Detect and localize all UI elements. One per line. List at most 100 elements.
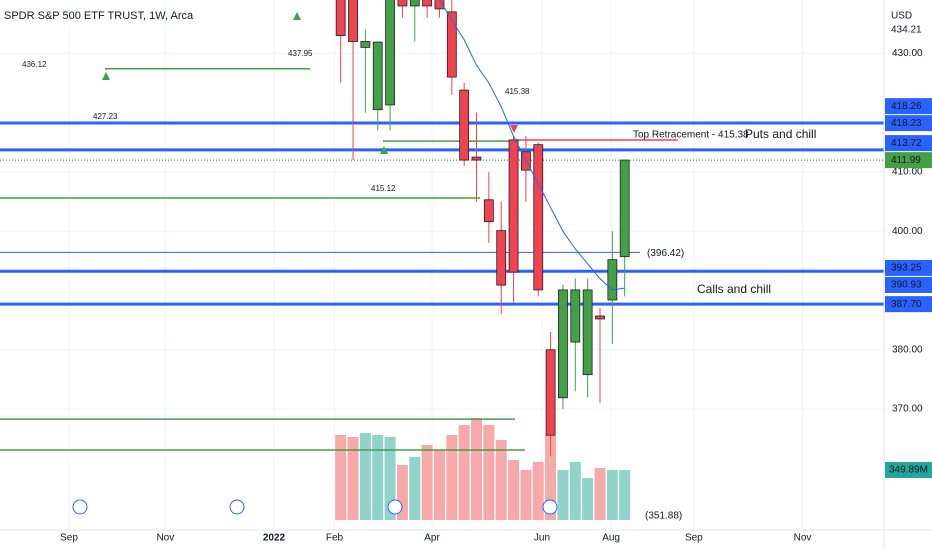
volume-bar bbox=[433, 450, 445, 520]
badge bbox=[72, 499, 88, 515]
volume-bar bbox=[347, 437, 359, 520]
badge bbox=[387, 499, 403, 515]
volume-bar bbox=[359, 433, 371, 520]
currency: USD bbox=[891, 11, 912, 22]
y-tick-label: 410.00 bbox=[892, 167, 923, 178]
volume-bar bbox=[396, 465, 408, 520]
candle-body bbox=[385, 0, 395, 106]
level-label: (396.42) bbox=[647, 248, 684, 259]
price-label-bg bbox=[885, 276, 932, 293]
annotation: 436.12 bbox=[22, 60, 47, 69]
price-label: 411.99 bbox=[891, 155, 921, 166]
price-label: 413.72 bbox=[891, 138, 922, 149]
volume-bar bbox=[520, 470, 532, 520]
candle-body bbox=[335, 0, 346, 36]
x-tick-label: Sep bbox=[685, 533, 703, 544]
x-tick-label: Jun bbox=[534, 533, 550, 544]
annotation: Puts and chill bbox=[745, 127, 816, 141]
x-tick-label: Apr bbox=[424, 533, 440, 544]
price-label-bg bbox=[885, 152, 932, 169]
x-tick-label: 2022 bbox=[263, 533, 286, 544]
dividend-badges bbox=[72, 499, 558, 515]
candle-body bbox=[348, 0, 358, 42]
volume-bar bbox=[557, 470, 569, 520]
price-label-bg bbox=[885, 135, 932, 152]
annotation: 437.95 bbox=[288, 49, 313, 58]
candle-body bbox=[483, 199, 494, 223]
y-tick-label: 380.00 bbox=[892, 344, 923, 355]
volume-bar bbox=[545, 435, 557, 520]
volume-bar bbox=[594, 468, 606, 520]
price-label-bg bbox=[885, 98, 932, 115]
price-label: 418.26 bbox=[891, 101, 922, 112]
candle-body bbox=[360, 41, 371, 48]
volume-bar bbox=[483, 425, 495, 520]
volume-bar bbox=[458, 425, 470, 520]
header-title: SPDR S&P 500 ETF TRUST, 1W, Arca bbox=[4, 10, 194, 22]
candle-body bbox=[446, 11, 457, 78]
volume-bar bbox=[619, 470, 631, 520]
price-label: 387.70 bbox=[891, 299, 922, 310]
x-tick-label: Nov bbox=[156, 533, 174, 544]
candle-body bbox=[595, 315, 605, 320]
volume-bar bbox=[471, 418, 483, 520]
price-label-bg bbox=[885, 296, 932, 313]
price-label-bg bbox=[885, 115, 932, 132]
yellow-label: 434.21 bbox=[891, 25, 922, 36]
candle-body bbox=[508, 139, 519, 273]
volume-bar bbox=[372, 435, 384, 520]
x-tick-label: Feb bbox=[326, 533, 344, 544]
candle-body bbox=[496, 230, 507, 286]
x-tick-label: Sep bbox=[60, 533, 78, 544]
candle-body bbox=[459, 89, 470, 161]
volume-bar bbox=[335, 435, 347, 520]
volume-bar bbox=[532, 462, 544, 520]
volume-bar bbox=[569, 462, 581, 520]
y-tick-label: 370.00 bbox=[892, 404, 923, 415]
annotation: 427.23 bbox=[93, 112, 118, 121]
y-tick-label: 430.00 bbox=[892, 48, 923, 59]
badge bbox=[542, 499, 558, 515]
badge bbox=[229, 499, 245, 515]
volume-bar bbox=[508, 460, 520, 520]
volume-label: 349.89M bbox=[889, 465, 928, 476]
annotation: Calls and chill bbox=[697, 282, 771, 296]
candle-body bbox=[558, 289, 568, 399]
volume-bar bbox=[582, 478, 594, 520]
retracement-label: Top Retracement - 415.38 bbox=[633, 130, 749, 141]
candle-body bbox=[533, 144, 544, 291]
candle-body bbox=[619, 159, 630, 258]
volume-label-bg bbox=[885, 462, 932, 479]
volume-bar bbox=[495, 440, 507, 520]
plot-area bbox=[0, 0, 884, 530]
header-bg bbox=[0, 6, 162, 26]
triangle-marker bbox=[510, 125, 518, 133]
volume-bar bbox=[384, 437, 396, 520]
candle-body bbox=[397, 0, 408, 7]
price-label: 393.25 bbox=[891, 263, 922, 274]
moving-average bbox=[439, 0, 625, 291]
volume-bar bbox=[421, 445, 433, 520]
candle-body bbox=[434, 0, 445, 10]
candle-body bbox=[409, 0, 420, 7]
price-label-bg bbox=[885, 259, 932, 276]
volume-bar bbox=[409, 457, 421, 520]
price-label: 418.23 bbox=[891, 118, 922, 129]
volume-bar bbox=[446, 435, 458, 520]
volume-bar bbox=[606, 470, 618, 520]
candle-body bbox=[545, 349, 556, 436]
x-tick-label: Nov bbox=[794, 533, 812, 544]
candle-body bbox=[607, 259, 618, 301]
candle-body bbox=[582, 289, 593, 376]
annotation: (351.88) bbox=[645, 511, 682, 522]
candle-body bbox=[372, 41, 383, 111]
x-tick-label: Aug bbox=[602, 533, 620, 544]
y-tick-label: 400.00 bbox=[892, 226, 923, 237]
annotation: 415.38 bbox=[505, 87, 530, 96]
annotation: 415.12 bbox=[371, 184, 396, 193]
candle-body bbox=[422, 0, 433, 7]
price-label: 390.93 bbox=[891, 280, 922, 291]
candle-body bbox=[570, 289, 581, 343]
candle-body bbox=[471, 156, 482, 161]
